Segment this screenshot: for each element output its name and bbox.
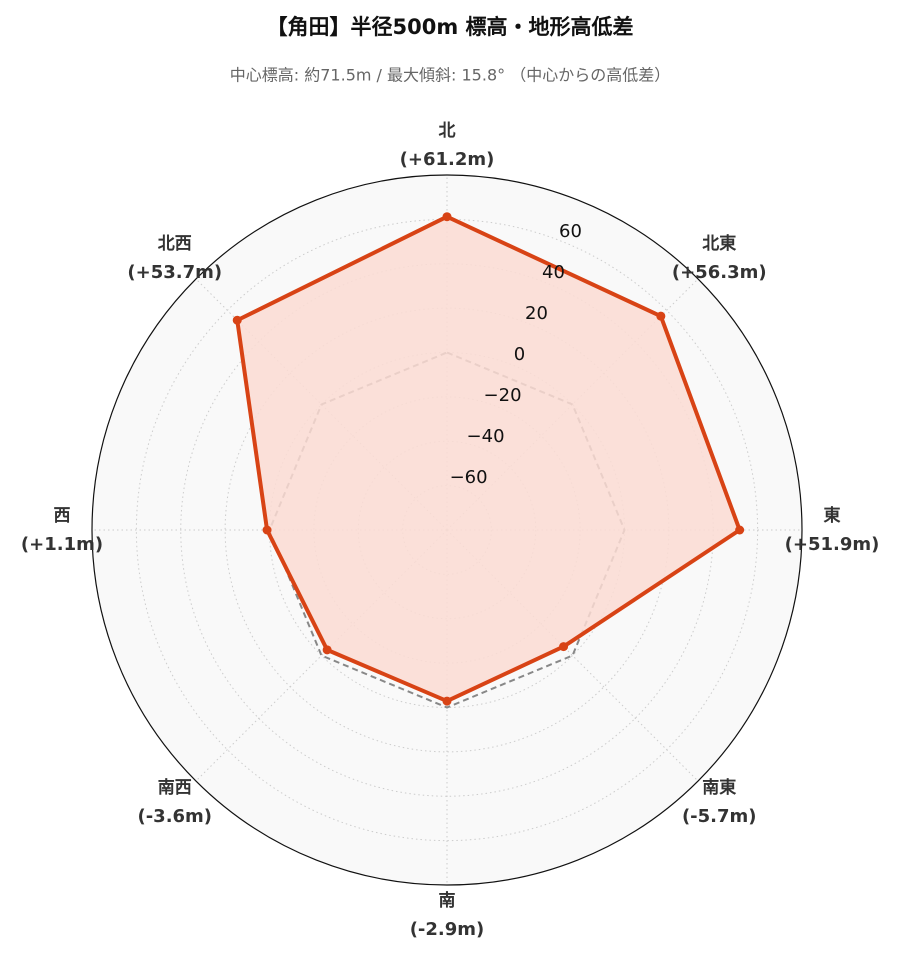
data-point: [735, 525, 745, 535]
data-point: [559, 642, 569, 652]
value-label: (+61.2m): [400, 149, 495, 170]
r-tick-label: 20: [525, 303, 548, 324]
category-label: 南東: [702, 777, 736, 798]
value-label: (+51.9m): [785, 534, 880, 555]
category-label: 東: [824, 505, 841, 526]
category-label: 南: [439, 890, 456, 911]
value-label: (-3.6m): [137, 806, 212, 827]
category-label: 西: [54, 506, 71, 526]
data-point: [442, 212, 452, 222]
r-tick-label: −60: [450, 467, 488, 488]
data-point: [442, 696, 452, 706]
category-label: 北西: [158, 234, 192, 254]
value-label: (+56.3m): [672, 262, 767, 283]
plot-border: [91, 174, 803, 886]
r-tick-label: −40: [467, 426, 505, 447]
data-point: [322, 645, 332, 655]
r-tick-label: 40: [542, 262, 565, 283]
category-label: 北: [439, 121, 456, 141]
data-point: [262, 525, 272, 535]
r-tick-label: 60: [559, 221, 582, 242]
value-label: (+1.1m): [21, 534, 103, 555]
r-tick-label: 0: [514, 344, 525, 365]
category-label: 北東: [702, 233, 736, 254]
chart-subtitle: 中心標高: 約71.5m / 最大傾斜: 15.8° （中心からの高低差）: [230, 66, 670, 85]
value-label: (-5.7m): [682, 806, 757, 827]
data-point: [232, 315, 242, 325]
r-tick-label: −20: [484, 385, 522, 406]
value-label: (-2.9m): [410, 919, 485, 940]
category-label: 南西: [158, 777, 192, 798]
chart-title: 【角田】半径500m 標高・地形高低差: [266, 15, 633, 39]
data-point: [656, 311, 666, 321]
value-label: (+53.7m): [127, 262, 222, 283]
